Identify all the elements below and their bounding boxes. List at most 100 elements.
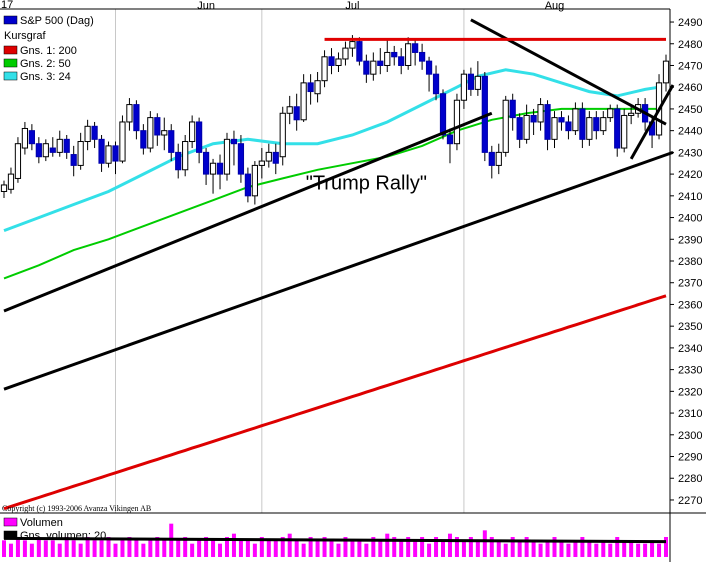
volume-bar-83: [580, 537, 585, 557]
candle-body-60: [418, 51, 426, 62]
volume-bar-43: [301, 543, 306, 557]
volume-bar-26: [183, 537, 188, 557]
candle-body-71: [495, 151, 502, 166]
volume-bar-54: [378, 540, 383, 557]
candle-body-0: [0, 184, 8, 192]
y-tick-label-2280: 2280: [678, 473, 702, 485]
candle-body-80: [558, 117, 565, 123]
candle-body-40: [279, 112, 286, 158]
candle-body-57: [398, 56, 405, 66]
volume-bar-85: [594, 543, 599, 557]
candle-body-25: [175, 151, 182, 171]
volume-bar-78: [545, 540, 550, 557]
candle-body-7: [49, 147, 56, 153]
volume-bar-27: [190, 543, 195, 557]
volume-bar-71: [496, 540, 501, 557]
ma200-line: [3, 294, 667, 511]
volume-bar-37: [259, 537, 264, 557]
annotations: "Trump Rally": [306, 172, 427, 194]
volume-bar-42: [294, 540, 299, 557]
volume-bar-56: [392, 537, 397, 557]
candle-body-49: [342, 47, 349, 60]
volume-bar-72: [503, 543, 508, 557]
volume-bar-76: [531, 540, 536, 557]
candle-body-88: [614, 108, 621, 149]
candle-body-53: [370, 60, 377, 75]
y-tick-label-2400: 2400: [678, 213, 702, 225]
legend-swatch-ma50: [3, 58, 18, 68]
legend-label-volume: Volumen: [20, 517, 63, 529]
volume-bar-74: [517, 540, 522, 557]
legend-swatch-volume-avg: [3, 530, 18, 540]
x-month-label-jun: Jun: [197, 0, 215, 12]
volume-bar-55: [385, 533, 390, 557]
volume-bar-19: [134, 540, 139, 557]
y-tick-label-2420: 2420: [678, 169, 702, 181]
volume-bar-86: [601, 540, 606, 557]
volume-bar-65: [454, 537, 459, 557]
volume-bar-35: [245, 540, 250, 557]
volume-bar-18: [127, 537, 132, 557]
candle-body-89: [621, 114, 628, 149]
candle-body-65: [453, 99, 461, 145]
volume-bar-59: [413, 540, 418, 557]
y-tick-label-2450: 2450: [678, 104, 702, 116]
legend-swatch-ma200: [3, 45, 18, 55]
legend-label-ma50: Gns. 2: 50: [20, 58, 71, 70]
candle-body-3: [21, 127, 29, 149]
volume-bar-9: [64, 537, 69, 557]
candle-body-51: [356, 41, 363, 62]
candle-body-43: [300, 82, 307, 121]
volume-bar-57: [399, 540, 404, 557]
y-tick-label-2340: 2340: [678, 343, 702, 355]
y-tick-label-2300: 2300: [678, 430, 702, 442]
y-tick-label-2480: 2480: [678, 39, 702, 51]
candle-body-21: [147, 117, 154, 149]
volume-bar-30: [211, 540, 216, 557]
candle-body-5: [35, 143, 42, 158]
candle-body-2: [14, 143, 22, 179]
y-tick-label-2310: 2310: [678, 408, 702, 420]
candle-body-73: [509, 99, 516, 119]
volume-bar-31: [218, 543, 223, 557]
y-tick-label-2430: 2430: [678, 147, 702, 159]
candle-body-8: [56, 138, 63, 153]
candle-body-46: [321, 56, 328, 82]
candle-body-27: [189, 121, 196, 143]
candle-body-76: [530, 114, 537, 123]
candle-body-9: [63, 138, 70, 153]
legend-label-kursgraf: Kursgraf: [4, 30, 47, 42]
legend-swatch-ma24: [3, 71, 18, 81]
legend-swatch-sp500: [3, 15, 18, 25]
volume-bar-88: [615, 537, 620, 557]
volume-bar-29: [204, 537, 209, 557]
y-tick-label-2410: 2410: [678, 191, 702, 203]
y-tick-label-2270: 2270: [678, 495, 702, 507]
candle-body-48: [335, 58, 342, 66]
volume-bar-93: [650, 540, 655, 557]
volume-bar-69: [482, 530, 487, 557]
legend-label-volume-avg: Gns. volumen: 20: [20, 530, 106, 542]
ma50-line: [3, 107, 659, 280]
volume-bar-62: [434, 537, 439, 557]
volume-bar-13: [92, 540, 97, 557]
volume-bar-53: [371, 537, 376, 557]
candle-body-1: [7, 173, 15, 190]
candle-body-64: [446, 134, 454, 145]
y-axis: 2270 2280 2290 2300 2310 2320 2330 2340 2350 2360…: [670, 17, 702, 507]
y-tick-label-2490: 2490: [678, 17, 702, 29]
volume-bar-49: [343, 537, 348, 557]
candle-body-28: [196, 121, 203, 153]
candle-body-62: [432, 73, 440, 95]
volume-bar-77: [538, 543, 543, 557]
volume-bar-8: [57, 543, 62, 557]
candle-body-31: [216, 162, 224, 175]
volume-bar-4: [29, 543, 34, 557]
candle-body-83: [579, 108, 586, 140]
legend-swatch-volume: [3, 517, 18, 527]
candle-body-39: [272, 151, 279, 164]
candle-body-68: [474, 75, 481, 90]
candle-body-26: [182, 141, 189, 171]
volume-bar-44: [308, 537, 313, 557]
